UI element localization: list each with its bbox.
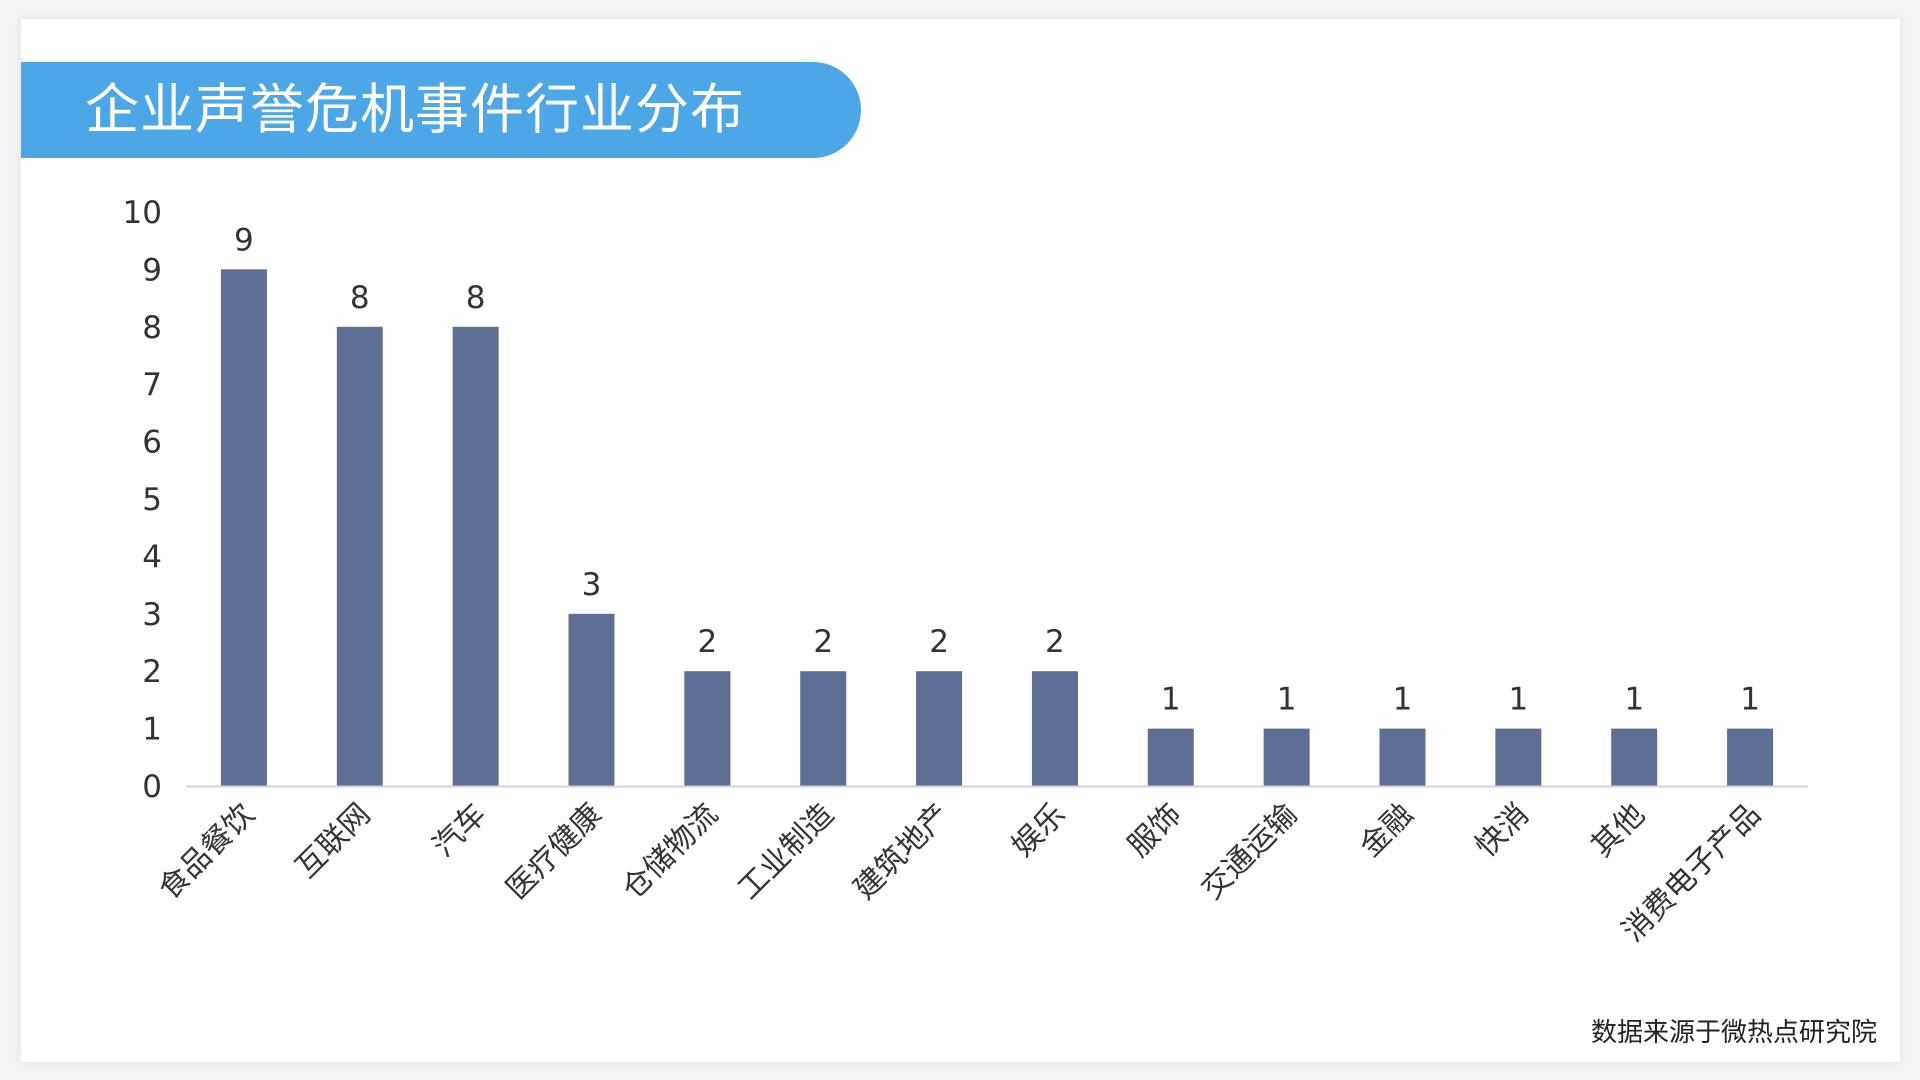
bar-3 bbox=[452, 326, 499, 786]
y-tick-label: 6 bbox=[142, 425, 162, 461]
bar-11 bbox=[1379, 728, 1426, 786]
category-label: 仓储物流 bbox=[615, 797, 725, 907]
y-tick-label: 10 bbox=[123, 195, 162, 231]
data-label: 8 bbox=[466, 280, 486, 316]
y-tick-label: 0 bbox=[142, 769, 162, 805]
bar-12 bbox=[1495, 728, 1542, 786]
bar-2 bbox=[336, 326, 383, 786]
category-label: 服饰 bbox=[1121, 797, 1188, 864]
data-label: 2 bbox=[697, 624, 717, 660]
y-tick-label: 1 bbox=[142, 712, 162, 748]
bar-5 bbox=[684, 671, 731, 786]
data-label: 3 bbox=[582, 567, 602, 603]
bar-4 bbox=[568, 613, 615, 786]
data-label: 9 bbox=[234, 222, 254, 258]
bar-10 bbox=[1263, 728, 1310, 786]
y-tick-label: 5 bbox=[142, 482, 162, 518]
bar-9 bbox=[1147, 728, 1194, 786]
chart-title: 企业声誉危机事件行业分布 bbox=[85, 78, 745, 141]
bar-13 bbox=[1611, 728, 1658, 786]
y-tick-label: 4 bbox=[142, 539, 162, 575]
chart-card bbox=[21, 19, 1900, 1062]
category-label: 金融 bbox=[1353, 797, 1420, 864]
y-tick-label: 2 bbox=[142, 654, 162, 690]
y-tick-label: 8 bbox=[142, 310, 162, 346]
category-label: 建筑地产 bbox=[847, 797, 957, 907]
bar-8 bbox=[1031, 671, 1078, 786]
category-label: 互联网 bbox=[289, 797, 377, 885]
data-label: 1 bbox=[1161, 682, 1181, 718]
data-label: 1 bbox=[1740, 682, 1760, 718]
data-source-note: 数据来源于微热点研究院 bbox=[1590, 1018, 1877, 1048]
category-label: 医疗健康 bbox=[500, 797, 610, 907]
data-label: 8 bbox=[350, 280, 370, 316]
category-label: 交通运输 bbox=[1195, 797, 1305, 907]
y-tick-label: 9 bbox=[142, 252, 162, 288]
bar-1 bbox=[220, 269, 267, 786]
data-label: 2 bbox=[929, 624, 949, 660]
category-label: 食品餐饮 bbox=[152, 797, 262, 907]
y-tick-label: 7 bbox=[142, 367, 162, 403]
category-label: 汽车 bbox=[426, 797, 493, 864]
data-label: 1 bbox=[1393, 682, 1413, 718]
data-label: 2 bbox=[1045, 624, 1065, 660]
title-banner: 企业声誉危机事件行业分布 bbox=[21, 62, 861, 158]
y-tick-label: 3 bbox=[142, 597, 162, 633]
data-label: 1 bbox=[1624, 682, 1644, 718]
bar-7 bbox=[916, 671, 963, 786]
data-label: 1 bbox=[1277, 682, 1297, 718]
category-label: 娱乐 bbox=[1005, 797, 1072, 864]
category-label: 工业制造 bbox=[731, 797, 841, 907]
bar-14 bbox=[1727, 728, 1774, 786]
data-label: 2 bbox=[813, 624, 833, 660]
category-label: 其他 bbox=[1585, 797, 1652, 864]
bar-6 bbox=[800, 671, 847, 786]
data-label: 1 bbox=[1508, 682, 1528, 718]
category-label: 快消 bbox=[1469, 797, 1536, 864]
